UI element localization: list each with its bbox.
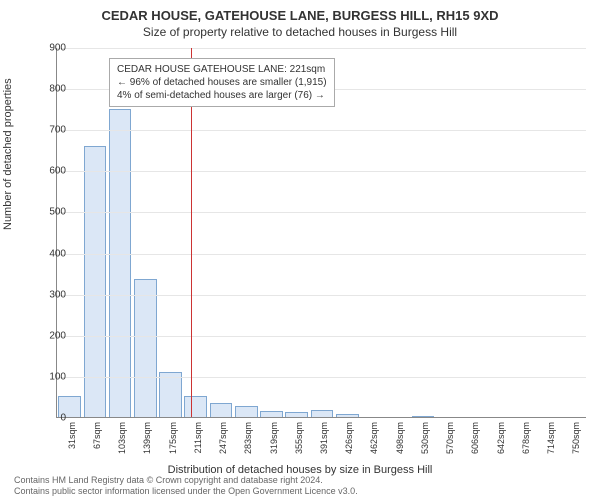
footer-line-2: Contains public sector information licen… [14, 486, 600, 496]
y-tick-label: 300 [36, 289, 66, 300]
gridline [57, 295, 586, 296]
x-tick-label: 642sqm [496, 422, 506, 454]
plot-area: CEDAR HOUSE GATEHOUSE LANE: 221sqm← 96% … [56, 48, 586, 418]
y-tick-label: 700 [36, 125, 66, 136]
y-tick-label: 500 [36, 207, 66, 218]
x-tick-label: 530sqm [420, 422, 430, 454]
x-tick-label: 67sqm [92, 422, 102, 449]
bar [412, 416, 435, 417]
x-tick-label: 714sqm [546, 422, 556, 454]
bar [285, 412, 308, 417]
gridline [57, 254, 586, 255]
x-tick-label: 283sqm [243, 422, 253, 454]
y-tick-label: 900 [36, 43, 66, 54]
page-subtitle: Size of property relative to detached ho… [0, 23, 600, 43]
x-tick-label: 247sqm [218, 422, 228, 454]
x-tick-label: 103sqm [117, 422, 127, 454]
bar [311, 410, 334, 417]
x-tick-label: 678sqm [521, 422, 531, 454]
x-tick-label: 139sqm [142, 422, 152, 454]
gridline [57, 336, 586, 337]
page-title: CEDAR HOUSE, GATEHOUSE LANE, BURGESS HIL… [0, 0, 600, 23]
x-tick-label: 319sqm [269, 422, 279, 454]
bar [159, 372, 182, 417]
x-tick-label: 211sqm [193, 422, 203, 453]
gridline [57, 48, 586, 49]
gridline [57, 171, 586, 172]
y-tick-label: 800 [36, 84, 66, 95]
x-tick-label: 462sqm [369, 422, 379, 454]
y-tick-label: 400 [36, 248, 66, 259]
y-axis-title: Number of detached properties [2, 78, 14, 230]
x-tick-label: 570sqm [445, 422, 455, 454]
x-tick-label: 31sqm [67, 422, 77, 449]
bar [184, 396, 207, 417]
y-tick-label: 200 [36, 330, 66, 341]
x-tick-label: 175sqm [168, 422, 178, 454]
gridline [57, 377, 586, 378]
bar [260, 411, 283, 417]
footer-line-1: Contains HM Land Registry data © Crown c… [14, 475, 600, 485]
info-box-line: CEDAR HOUSE GATEHOUSE LANE: 221sqm [117, 63, 327, 76]
x-tick-label: 355sqm [294, 422, 304, 454]
x-tick-label: 750sqm [571, 422, 581, 454]
gridline [57, 212, 586, 213]
x-tick-label: 498sqm [395, 422, 405, 454]
x-tick-label: 391sqm [319, 422, 329, 454]
y-tick-label: 600 [36, 166, 66, 177]
info-box-line: 4% of semi-detached houses are larger (7… [117, 89, 327, 102]
bar [109, 109, 132, 417]
property-info-box: CEDAR HOUSE GATEHOUSE LANE: 221sqm← 96% … [109, 58, 335, 107]
footer-attribution: Contains HM Land Registry data © Crown c… [0, 475, 600, 496]
bar [336, 414, 359, 417]
chart-area: CEDAR HOUSE GATEHOUSE LANE: 221sqm← 96% … [56, 48, 586, 418]
y-tick-label: 100 [36, 371, 66, 382]
x-tick-label: 606sqm [470, 422, 480, 454]
x-axis-title: Distribution of detached houses by size … [0, 464, 600, 476]
info-box-line: ← 96% of detached houses are smaller (1,… [117, 76, 327, 89]
bar [235, 406, 258, 418]
y-tick-label: 0 [36, 413, 66, 424]
bar [210, 403, 233, 417]
gridline [57, 130, 586, 131]
bar [134, 279, 157, 417]
x-tick-label: 426sqm [344, 422, 354, 454]
